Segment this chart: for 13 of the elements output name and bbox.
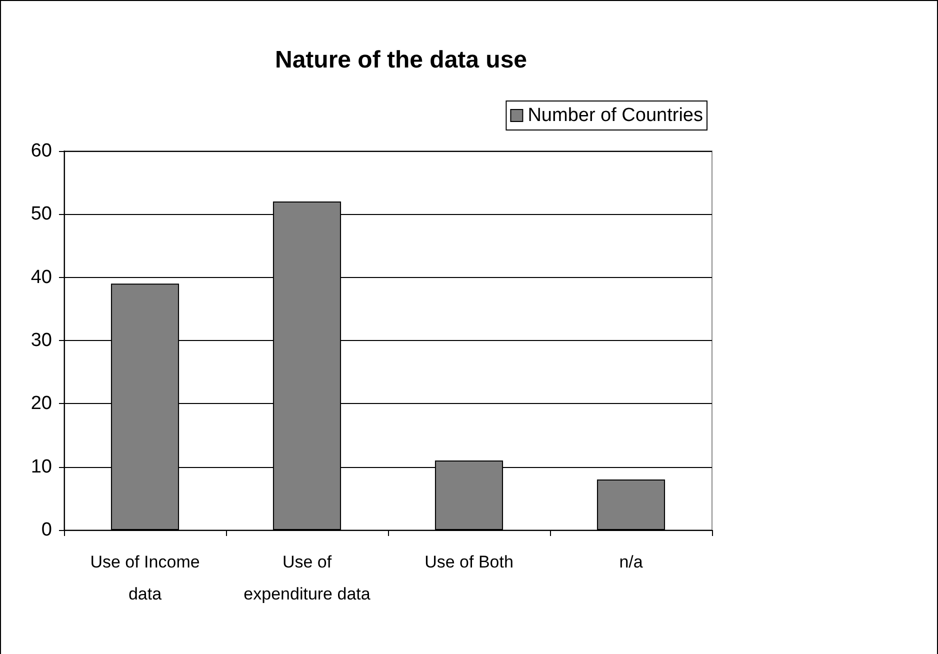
x-tick-label: Use of Both (424, 552, 514, 572)
y-tick-label: 50 (30, 204, 52, 225)
x-tick-label: n/a (619, 552, 644, 572)
y-tick-label: 40 (30, 266, 52, 288)
y-tick-label: 30 (30, 330, 52, 351)
x-tick-label: Use of expenditure data (244, 552, 371, 604)
y-tick-label: 10 (30, 456, 52, 478)
legend-label: Number of Countries (528, 105, 703, 126)
x-tick-label: Use of Income data (90, 552, 200, 604)
y-tick-label: 20 (30, 393, 52, 414)
chart-title: Nature of the data use (274, 46, 528, 74)
y-tick-label: 0 (41, 520, 52, 540)
y-tick-label: 60 (30, 140, 52, 162)
